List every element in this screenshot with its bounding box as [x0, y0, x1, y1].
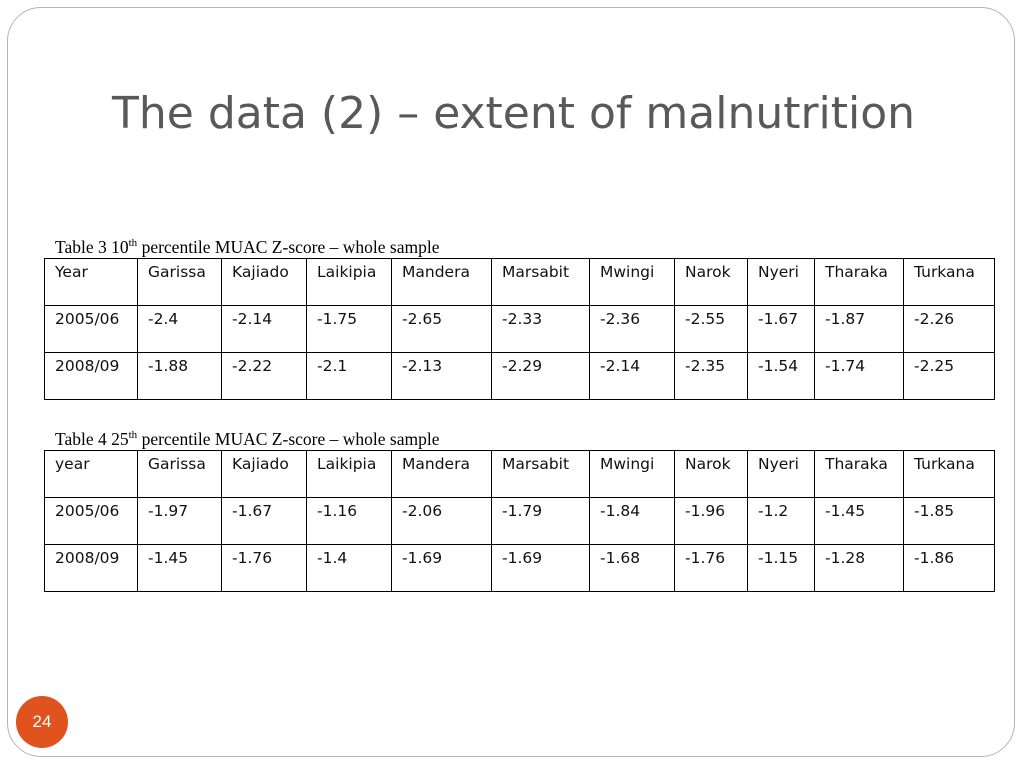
slide-frame [7, 7, 1015, 757]
table4-caption-prefix: Table 4 25 [55, 429, 129, 449]
column-header: Laikipia [306, 450, 392, 498]
column-header: Marsabit [491, 450, 590, 498]
table-cell: -1.54 [747, 352, 815, 400]
table-cell: -1.45 [814, 497, 904, 545]
table-cell: -2.55 [674, 305, 748, 353]
column-header: Kajiado [221, 450, 307, 498]
column-header: Laikipia [306, 258, 392, 306]
column-header: Mwingi [589, 450, 675, 498]
column-header: Garissa [137, 258, 222, 306]
table-cell: -1.88 [137, 352, 222, 400]
table-cell: -1.45 [137, 544, 222, 592]
table3-caption-prefix: Table 3 10 [55, 237, 129, 257]
table-cell: 2008/09 [44, 544, 138, 592]
column-header: Garissa [137, 450, 222, 498]
table3: Year Garissa Kajiado Laikipia Mandera Marsabi… [44, 258, 995, 400]
table-header-row: Year Garissa Kajiado Laikipia Mandera Marsabi… [44, 258, 995, 306]
column-header: Nyeri [747, 450, 815, 498]
table4-caption-sup: th [128, 429, 138, 441]
table-row: 2005/06 -1.97 -1.67 -1.16 -2.06 -1.79 -1.84 -1.… [44, 497, 995, 545]
table-cell: -1.69 [391, 544, 492, 592]
table-cell: -1.76 [221, 544, 307, 592]
column-header: Tharaka [814, 450, 904, 498]
table-cell: -2.36 [589, 305, 675, 353]
table-cell: -1.84 [589, 497, 675, 545]
table3-caption-suffix: percentile MUAC Z-score – whole sample [137, 237, 440, 257]
table-cell: -1.76 [674, 544, 748, 592]
table-cell: -2.4 [137, 305, 222, 353]
table-cell: -1.28 [814, 544, 904, 592]
table-cell: -2.22 [221, 352, 307, 400]
table-cell: -1.96 [674, 497, 748, 545]
table-header-row: year Garissa Kajiado Laikipia Mandera Marsabi… [44, 450, 995, 498]
table-cell: -1.4 [306, 544, 392, 592]
table-cell: -1.79 [491, 497, 590, 545]
table-cell: -1.16 [306, 497, 392, 545]
table-cell: -1.68 [589, 544, 675, 592]
table-cell: -1.97 [137, 497, 222, 545]
table-cell: -2.13 [391, 352, 492, 400]
column-header: Marsabit [491, 258, 590, 306]
table-row: 2008/09 -1.88 -2.22 -2.1 -2.13 -2.29 -2.14 -2.3… [44, 352, 995, 400]
table-cell: -1.75 [306, 305, 392, 353]
table3-caption-sup: th [128, 237, 138, 249]
table-cell: -1.85 [903, 497, 995, 545]
column-header: Mandera [391, 450, 492, 498]
table-cell: -2.14 [221, 305, 307, 353]
table-cell: -1.15 [747, 544, 815, 592]
column-header: Narok [674, 258, 748, 306]
table-cell: -1.87 [814, 305, 904, 353]
table4: year Garissa Kajiado Laikipia Mandera Marsabi… [44, 450, 995, 592]
table-cell: -2.1 [306, 352, 392, 400]
table4-caption: Table 4 25th percentile MUAC Z-score – w… [55, 429, 439, 450]
table-row: 2008/09 -1.45 -1.76 -1.4 -1.69 -1.69 -1.68 -1.7… [44, 544, 995, 592]
column-header: Narok [674, 450, 748, 498]
column-header: year [44, 450, 138, 498]
table-cell: -2.33 [491, 305, 590, 353]
column-header: Kajiado [221, 258, 307, 306]
table-cell: -1.67 [221, 497, 307, 545]
table-cell: -2.14 [589, 352, 675, 400]
column-header: Nyeri [747, 258, 815, 306]
slide-title: The data (2) – extent of malnutrition [112, 88, 916, 139]
table-cell: -2.35 [674, 352, 748, 400]
table-cell: 2005/06 [44, 305, 138, 353]
table-cell: -1.74 [814, 352, 904, 400]
table-cell: -1.2 [747, 497, 815, 545]
table3-caption: Table 3 10th percentile MUAC Z-score – w… [55, 237, 439, 258]
table-cell: -2.06 [391, 497, 492, 545]
table-cell: -1.67 [747, 305, 815, 353]
table-cell: -1.69 [491, 544, 590, 592]
table-cell: -1.86 [903, 544, 995, 592]
table-cell: 2005/06 [44, 497, 138, 545]
table-cell: -2.26 [903, 305, 995, 353]
table-row: 2005/06 -2.4 -2.14 -1.75 -2.65 -2.33 -2.36 -2.5… [44, 305, 995, 353]
table-cell: -2.65 [391, 305, 492, 353]
table-cell: 2008/09 [44, 352, 138, 400]
page-number-badge: 24 [16, 696, 68, 748]
table-cell: -2.29 [491, 352, 590, 400]
column-header: Tharaka [814, 258, 904, 306]
column-header: Turkana [903, 450, 995, 498]
table4-caption-suffix: percentile MUAC Z-score – whole sample [137, 429, 440, 449]
column-header: Mwingi [589, 258, 675, 306]
column-header: Mandera [391, 258, 492, 306]
column-header: Year [44, 258, 138, 306]
column-header: Turkana [903, 258, 995, 306]
table-cell: -2.25 [903, 352, 995, 400]
